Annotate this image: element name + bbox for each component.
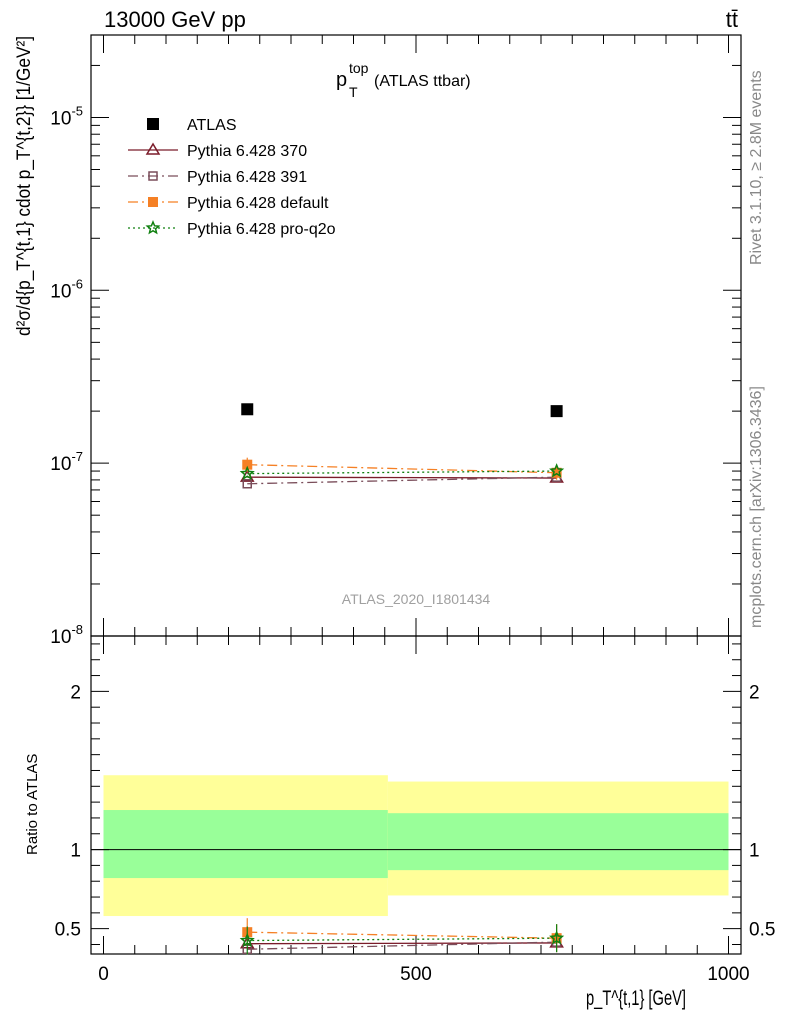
ratio-y-tick-label-right: 1 — [749, 841, 760, 862]
legend-label-pq2o: Pythia 6.428 pro-q2o — [187, 221, 336, 238]
ratio-band-green-0 — [103, 810, 388, 879]
plot-title-sub: T — [349, 84, 358, 100]
legend-label-pdef: Pythia 6.428 default — [187, 195, 329, 212]
rivet-label: Rivet 3.1.10, ≥ 2.8M events — [748, 70, 765, 265]
ratio-line-pdef — [247, 931, 557, 939]
x-axis-label: p_T^{t,1} [GeV] — [586, 987, 686, 1010]
ratio-point-pq2o — [549, 930, 565, 945]
legend-label-atlas: ATLAS — [187, 117, 237, 134]
ratio-y-tick-label-right: 0.5 — [749, 920, 775, 941]
ratio-x-tick-label: 0 — [98, 964, 109, 985]
legend-marker-p391 — [148, 171, 158, 181]
ratio-band-green-1 — [387, 813, 729, 871]
legend-marker-pq2o — [145, 220, 161, 235]
ratio-x-tick-label: 1000 — [707, 964, 749, 985]
plot-title-sup: top — [349, 60, 369, 76]
ratio-y-tick-label-right: 2 — [749, 682, 760, 703]
legend-marker-p370 — [145, 142, 161, 155]
mcplots-label: mcplots.cern.ch [arXiv:1306.3436] — [748, 386, 765, 628]
plot-title: p top T (ATLAS ttbar) — [336, 60, 471, 100]
main-point-p391 — [242, 479, 252, 489]
header-right-label: tt̄ — [726, 7, 738, 32]
main-line-p370 — [247, 476, 557, 479]
ratio-line-p391 — [247, 941, 557, 950]
main-y-axis-label: d²σ/d{p_T^{t,1} cdot p_T^{t,2}} [1/GeV²] — [14, 36, 35, 336]
x-axis-label-text: p_T^{t,1} [GeV] — [586, 987, 686, 1010]
legend-label-p391: Pythia 6.428 391 — [187, 169, 307, 186]
ratio-line-pq2o — [247, 937, 557, 942]
main-line-p391 — [247, 476, 557, 485]
main-point-atlas — [241, 403, 254, 416]
ratio-line-p370 — [247, 942, 557, 945]
main-y-tick-label: 10-8 — [50, 622, 83, 648]
main-point-pq2o — [239, 465, 255, 481]
ratio-y-tick-label-left: 1 — [70, 841, 81, 862]
main-point-pdef — [551, 467, 562, 478]
plot-title-main: p — [336, 69, 347, 91]
main-line-pdef — [247, 464, 557, 474]
main-point-pdef — [242, 459, 253, 470]
main-point-atlas — [550, 405, 563, 418]
ratio-point-pq2o — [239, 932, 255, 947]
analysis-watermark: ATLAS_2020_I1801434 — [342, 591, 491, 607]
main-y-tick-label: 10-5 — [50, 103, 83, 129]
legend-marker-atlas — [147, 118, 159, 130]
legend-marker-pdef — [148, 197, 158, 207]
ratio-y-axis-label: Ratio to ATLAS — [24, 754, 41, 855]
ratio-panel: 0 500 1000 0.5 0.5 1 1 2 2 — [55, 635, 775, 985]
legend: ATLAS Pythia 6.428 370 Pythia 6.428 391 Pyt… — [128, 117, 336, 238]
main-y-tick-label: 10-7 — [50, 449, 83, 475]
main-y-tick-label: 10-6 — [50, 276, 83, 302]
main-line-pq2o — [247, 470, 557, 475]
plot-title-suffix: (ATLAS ttbar) — [374, 73, 471, 90]
legend-label-p370: Pythia 6.428 370 — [187, 143, 307, 160]
ratio-y-tick-label-left: 2 — [70, 682, 81, 703]
main-point-pq2o — [549, 463, 565, 478]
ratio-x-tick-label: 500 — [400, 964, 432, 985]
header-left-label: 13000 GeV pp — [104, 7, 246, 32]
ratio-y-tick-label-left: 0.5 — [55, 920, 81, 941]
